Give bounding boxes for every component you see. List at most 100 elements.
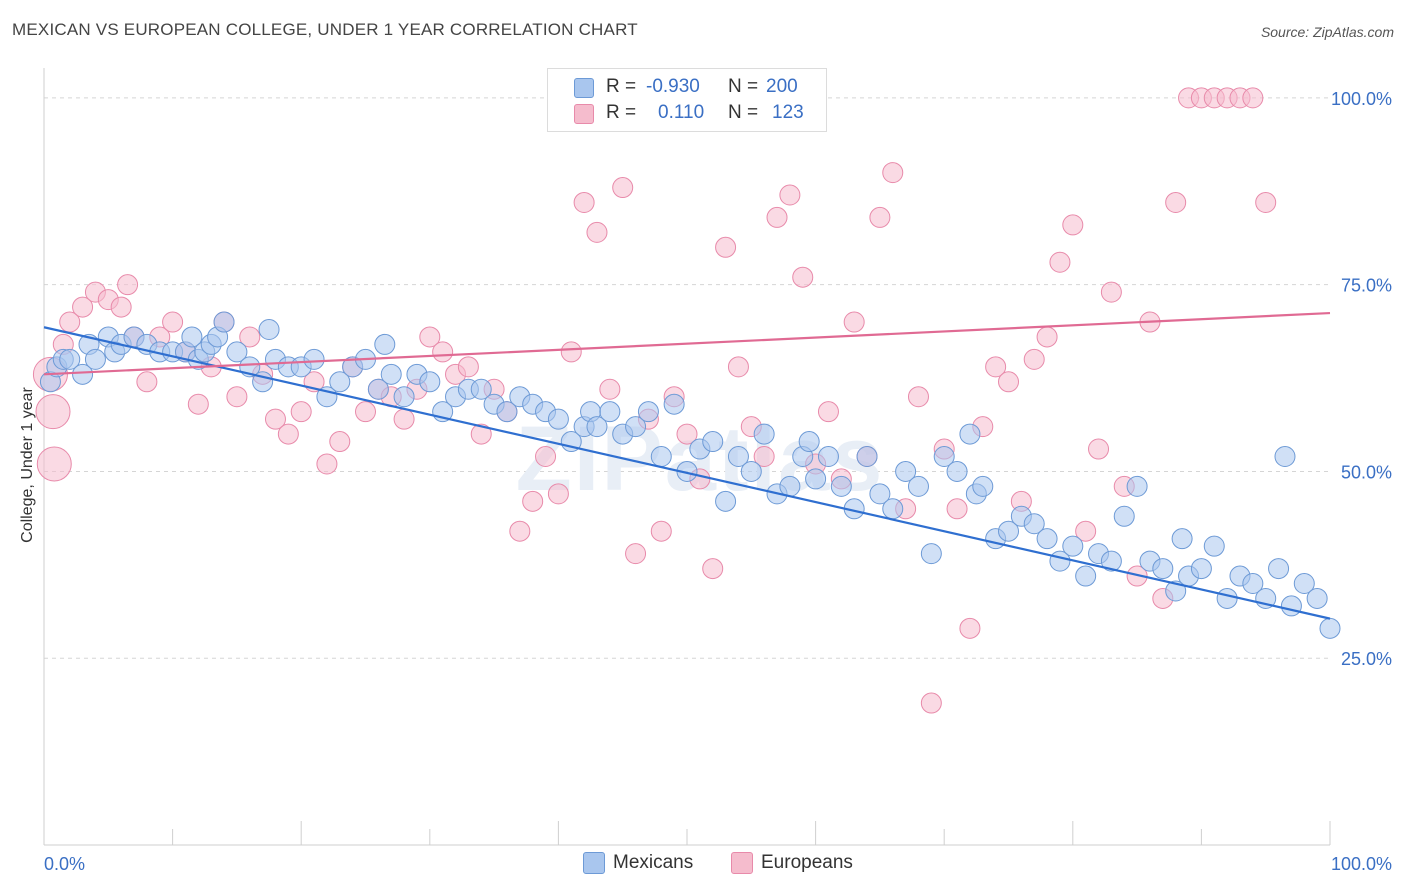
mexicans-point <box>779 475 801 497</box>
europeans-point <box>72 296 94 318</box>
europeans-point <box>727 356 749 378</box>
mexicans-point <box>1190 558 1212 580</box>
mexicans-point <box>1126 475 1148 497</box>
mexicans-point <box>329 371 351 393</box>
n-value: 123 <box>772 102 804 123</box>
mexicans-point <box>1165 580 1187 602</box>
mexicans-point <box>59 348 81 370</box>
mexicans-point <box>663 393 685 415</box>
mexicans-point <box>547 408 569 430</box>
y-tick-label: 25.0% <box>1341 649 1392 669</box>
mexicans-point <box>303 348 325 370</box>
europeans-point <box>766 206 788 228</box>
mexicans-point <box>895 460 917 482</box>
europeans-point <box>329 431 351 453</box>
europeans-point <box>117 274 139 296</box>
europeans-point <box>907 386 929 408</box>
mexicans-point <box>1306 587 1328 609</box>
europeans-point <box>277 423 299 445</box>
mexicans-point <box>1280 595 1302 617</box>
europeans-point <box>586 221 608 243</box>
europeans-point <box>920 692 942 714</box>
mexicans-point <box>1023 513 1045 535</box>
x-tick-label-max: 100.0% <box>1331 854 1392 874</box>
x-tick-label-min: 0.0% <box>44 854 85 874</box>
europeans-point <box>547 483 569 505</box>
mexicans-point <box>1113 505 1135 527</box>
europeans-points <box>32 87 1277 714</box>
europeans-point <box>599 378 621 400</box>
mexicans-point <box>496 401 518 423</box>
r-label: R = <box>606 76 637 97</box>
mexicans-point <box>869 483 891 505</box>
europeans-point <box>1165 191 1187 213</box>
mexicans-point <box>226 341 248 363</box>
europeans-point <box>676 423 698 445</box>
europeans-point <box>522 490 544 512</box>
europeans-trend-line <box>43 311 1331 376</box>
europeans-point <box>560 341 582 363</box>
europeans-point <box>573 191 595 213</box>
mexicans-point <box>1062 535 1084 557</box>
mexicans-point <box>374 333 396 355</box>
europeans-point <box>702 558 724 580</box>
mexicans-point <box>753 423 775 445</box>
mexicans-point <box>367 378 389 400</box>
mexicans-point <box>715 490 737 512</box>
mexicans-points <box>39 311 1341 639</box>
mexicans-point <box>380 363 402 385</box>
europeans-point <box>753 446 775 467</box>
n-label: N = <box>728 102 759 123</box>
mexicans-point <box>586 416 608 438</box>
mexicans-point <box>817 446 839 467</box>
europeans-point <box>998 371 1019 393</box>
trend-lines <box>43 311 1331 620</box>
mexicans-point <box>1242 573 1264 595</box>
mexicans-point <box>959 423 981 445</box>
mexicans-point <box>470 378 492 400</box>
chart-title: MEXICAN VS EUROPEAN COLLEGE, UNDER 1 YEA… <box>12 20 638 39</box>
europeans-point <box>509 520 531 542</box>
europeans-point <box>355 401 376 423</box>
europeans-point <box>1255 191 1277 213</box>
europeans-point <box>625 543 647 565</box>
europeans-point <box>136 371 158 393</box>
mexicans-point <box>1075 565 1097 587</box>
mexicans-point <box>1319 617 1341 639</box>
europeans-point <box>1049 251 1071 273</box>
europeans-point <box>792 266 814 288</box>
europeans-legend-label: Europeans <box>761 852 853 873</box>
mexicans-point <box>1293 573 1315 595</box>
europeans-point <box>316 453 338 475</box>
europeans-point <box>226 386 248 408</box>
europeans-legend-swatch <box>731 852 753 874</box>
stats-legend: R = -0.930 N = 200 R = 0.110 N = 123 <box>547 68 827 132</box>
y-tick-label: 100.0% <box>1331 89 1392 109</box>
europeans-point <box>650 520 672 542</box>
europeans-point <box>882 162 904 184</box>
mexicans-point <box>419 371 441 393</box>
mexicans-point <box>933 446 955 467</box>
europeans-point <box>187 393 209 415</box>
mexicans-point <box>599 401 621 423</box>
mexicans-point <box>84 348 106 370</box>
europeans-point <box>1036 326 1058 348</box>
chart-source: Source: ZipAtlas.com <box>1260 24 1394 40</box>
mexicans-point <box>637 401 659 423</box>
mexicans-point <box>1152 558 1174 580</box>
europeans-point <box>1023 348 1045 370</box>
mexicans-point <box>1274 446 1296 467</box>
mexicans-point <box>1216 587 1238 609</box>
europeans-point <box>432 341 454 363</box>
mexicans-point <box>882 498 904 520</box>
europeans-point <box>946 498 968 520</box>
mexicans-point <box>946 460 968 482</box>
mexicans-point <box>740 460 762 482</box>
mexicans-point <box>258 318 280 340</box>
europeans-point <box>985 356 1007 378</box>
mexicans-point <box>181 326 203 348</box>
r-value: 0.110 <box>658 102 705 123</box>
europeans-point <box>959 617 981 639</box>
mexicans-point <box>1171 528 1193 550</box>
mexicans-point <box>907 475 929 497</box>
